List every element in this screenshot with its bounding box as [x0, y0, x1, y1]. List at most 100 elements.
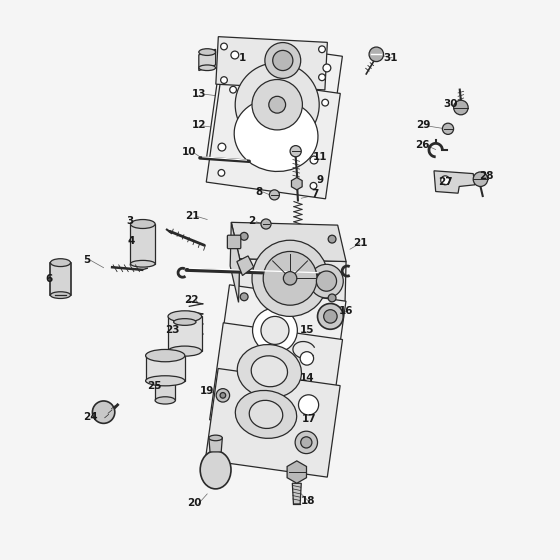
Circle shape [298, 395, 319, 415]
Polygon shape [155, 381, 175, 400]
Text: 15: 15 [300, 325, 314, 335]
Circle shape [220, 393, 226, 398]
Polygon shape [237, 256, 254, 276]
Circle shape [322, 99, 329, 106]
Text: 29: 29 [416, 120, 431, 130]
Text: 6: 6 [45, 274, 52, 284]
Text: 28: 28 [479, 171, 493, 181]
Ellipse shape [249, 400, 283, 428]
Circle shape [319, 74, 325, 81]
Ellipse shape [174, 319, 196, 325]
Circle shape [216, 389, 230, 402]
Text: 9: 9 [317, 175, 324, 185]
Ellipse shape [130, 260, 155, 267]
Polygon shape [209, 323, 343, 437]
Text: 4: 4 [128, 236, 136, 246]
Text: 31: 31 [384, 53, 398, 63]
Circle shape [269, 96, 286, 113]
Circle shape [261, 219, 271, 229]
Ellipse shape [146, 376, 185, 386]
Circle shape [221, 77, 227, 83]
Text: 18: 18 [301, 496, 315, 506]
Polygon shape [434, 171, 475, 193]
Text: 23: 23 [165, 325, 180, 335]
Circle shape [252, 240, 328, 316]
Circle shape [328, 294, 336, 302]
Circle shape [441, 176, 450, 185]
Circle shape [221, 43, 227, 50]
Ellipse shape [50, 259, 71, 267]
Circle shape [300, 352, 314, 365]
Polygon shape [209, 438, 222, 452]
Text: 12: 12 [192, 120, 207, 130]
Text: 26: 26 [416, 140, 430, 150]
Polygon shape [217, 285, 346, 387]
Circle shape [240, 232, 248, 240]
Circle shape [218, 170, 225, 176]
Text: 7: 7 [311, 189, 319, 199]
Circle shape [442, 123, 454, 134]
Circle shape [295, 431, 318, 454]
Circle shape [252, 80, 302, 130]
Circle shape [263, 251, 317, 305]
Polygon shape [130, 224, 155, 264]
Polygon shape [50, 263, 71, 295]
Circle shape [454, 100, 468, 115]
Circle shape [231, 51, 239, 59]
Polygon shape [230, 222, 240, 302]
Text: 25: 25 [147, 381, 162, 391]
Text: 27: 27 [438, 177, 452, 187]
Ellipse shape [199, 65, 216, 71]
Polygon shape [231, 222, 346, 262]
Circle shape [253, 308, 297, 353]
Text: 14: 14 [300, 373, 314, 383]
Text: 30: 30 [443, 99, 458, 109]
Circle shape [92, 401, 115, 423]
Ellipse shape [146, 349, 185, 362]
Ellipse shape [130, 220, 155, 228]
Circle shape [324, 310, 337, 323]
Polygon shape [207, 40, 342, 175]
Polygon shape [199, 49, 216, 71]
Text: 3: 3 [127, 216, 133, 226]
Text: 21: 21 [185, 211, 199, 221]
Ellipse shape [199, 49, 216, 55]
Circle shape [230, 86, 236, 93]
Polygon shape [146, 356, 185, 381]
Circle shape [283, 272, 297, 285]
Circle shape [369, 47, 384, 62]
Text: 13: 13 [192, 88, 207, 99]
Polygon shape [218, 55, 331, 75]
Ellipse shape [50, 292, 71, 298]
Circle shape [290, 146, 301, 157]
Text: 20: 20 [187, 498, 202, 508]
Circle shape [240, 293, 248, 301]
Circle shape [301, 437, 312, 448]
Polygon shape [216, 36, 328, 90]
Circle shape [310, 264, 343, 298]
Circle shape [235, 63, 319, 147]
Polygon shape [168, 316, 202, 351]
Text: 2: 2 [249, 216, 255, 226]
Ellipse shape [251, 356, 287, 387]
Circle shape [261, 316, 289, 344]
Ellipse shape [209, 435, 222, 441]
Polygon shape [292, 483, 301, 504]
Polygon shape [239, 259, 346, 305]
Text: 10: 10 [182, 147, 197, 157]
Ellipse shape [200, 451, 231, 489]
Ellipse shape [234, 99, 318, 171]
Text: 17: 17 [302, 414, 316, 424]
Circle shape [316, 271, 337, 291]
FancyBboxPatch shape [227, 235, 241, 249]
Text: 21: 21 [353, 238, 367, 248]
Circle shape [318, 304, 343, 329]
Text: 11: 11 [313, 152, 328, 162]
Ellipse shape [235, 390, 297, 438]
Circle shape [269, 190, 279, 200]
Text: 24: 24 [83, 412, 98, 422]
Ellipse shape [168, 311, 202, 322]
Text: 22: 22 [184, 295, 199, 305]
Circle shape [218, 143, 226, 151]
Ellipse shape [237, 344, 301, 398]
